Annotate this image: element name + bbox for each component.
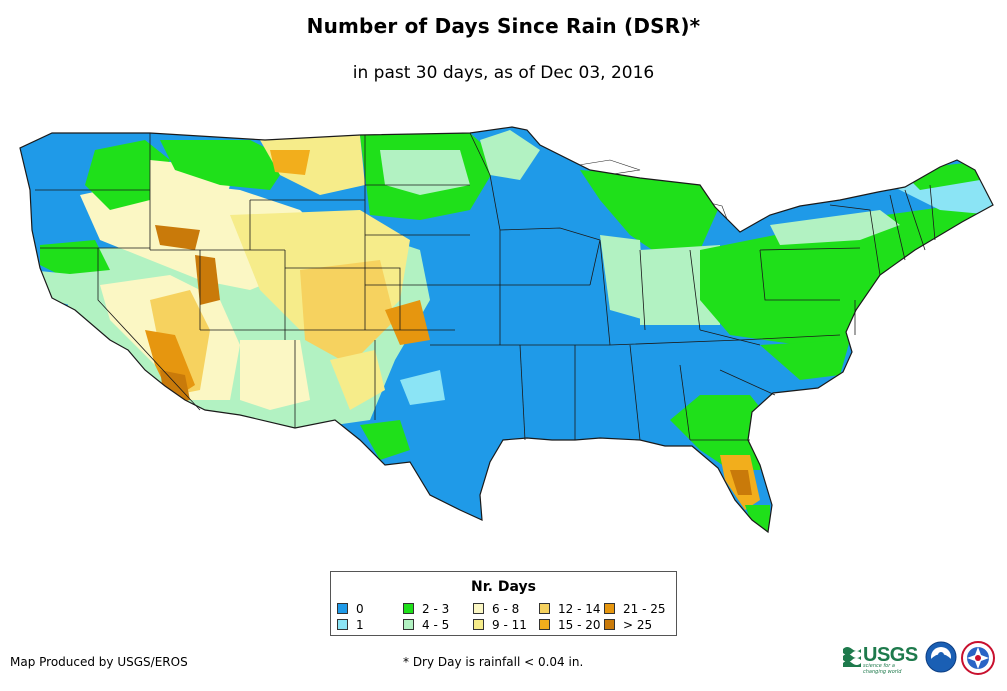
- us-dsr-map: [19, 126, 994, 534]
- legend-item: 4 - 5: [403, 619, 449, 631]
- state-borders: [19, 126, 994, 534]
- legend-item: 9 - 11: [473, 619, 527, 631]
- legend-label: 0: [356, 602, 364, 616]
- legend-label: 15 - 20: [558, 618, 601, 632]
- legend-label: 6 - 8: [492, 602, 520, 616]
- legend-label: 1: [356, 618, 364, 632]
- legend-item: 0: [337, 603, 364, 615]
- usgs-logo: USGS science for a changing world: [843, 643, 919, 675]
- legend-label: 2 - 3: [422, 602, 450, 616]
- dsr-regions: [20, 127, 993, 532]
- legend-swatch: [539, 619, 550, 630]
- map-subtitle: in past 30 days, as of Dec 03, 2016: [352, 63, 655, 83]
- legend-label: 12 - 14: [558, 602, 601, 616]
- legend-item: 12 - 14: [539, 603, 601, 615]
- legend: Nr. Days 0 1 2 - 3 4 - 5 6 - 8 9 - 11 12 - 14 1…: [330, 571, 677, 636]
- legend-swatch: [473, 603, 484, 614]
- producer-credit: Map Produced by USGS/EROS: [10, 655, 188, 669]
- noaa-logo-icon: [925, 641, 957, 673]
- legend-label: 9 - 11: [492, 618, 527, 632]
- map-title: Number of Days Since Rain (DSR)*: [306, 14, 701, 38]
- legend-swatch: [403, 603, 414, 614]
- legend-swatch: [337, 619, 348, 630]
- legend-swatch: [604, 603, 615, 614]
- legend-swatch: [403, 619, 414, 630]
- legend-item: > 25: [604, 619, 652, 631]
- legend-item: 15 - 20: [539, 619, 601, 631]
- usgs-wave-icon: [843, 647, 861, 667]
- usgs-wordmark: USGS: [863, 644, 918, 666]
- dry-day-note: * Dry Day is rainfall < 0.04 in.: [403, 655, 584, 669]
- legend-label: 21 - 25: [623, 602, 666, 616]
- legend-label: 4 - 5: [422, 618, 450, 632]
- legend-swatch: [337, 603, 348, 614]
- usgs-tagline: science for a changing world: [863, 663, 902, 675]
- nws-logo-icon: [961, 641, 995, 675]
- legend-item: 6 - 8: [473, 603, 519, 615]
- legend-item: 21 - 25: [604, 603, 666, 615]
- legend-title: Nr. Days: [471, 579, 536, 595]
- legend-item: 1: [337, 619, 364, 631]
- legend-swatch: [473, 619, 484, 630]
- legend-label: > 25: [623, 618, 653, 632]
- legend-item: 2 - 3: [403, 603, 449, 615]
- legend-swatch: [539, 603, 550, 614]
- legend-swatch: [604, 619, 615, 630]
